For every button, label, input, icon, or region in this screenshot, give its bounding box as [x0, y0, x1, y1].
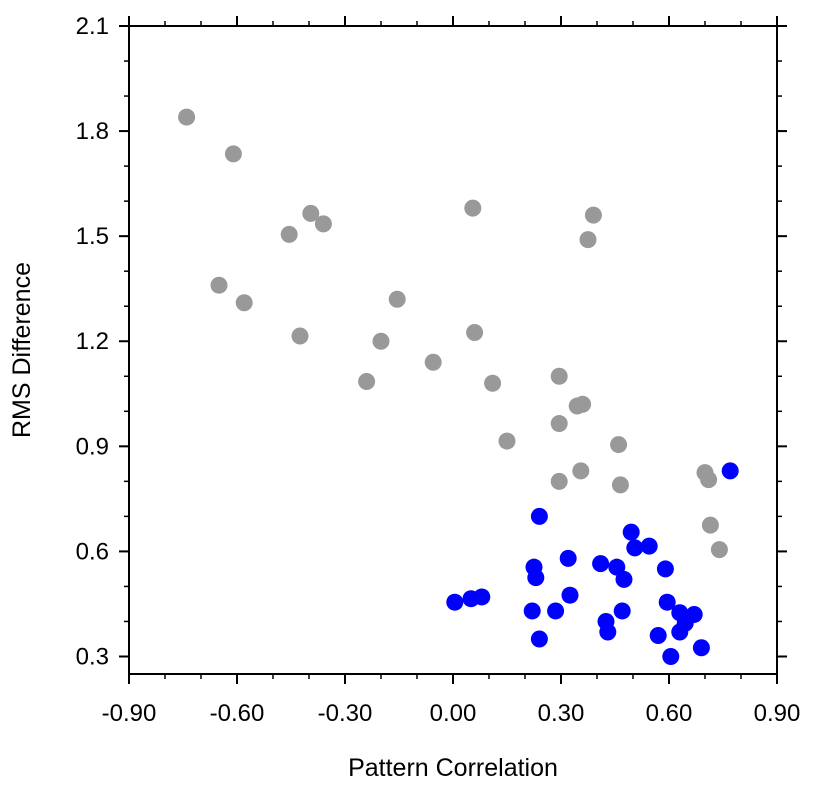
y-tick-labels: 0.3 0.6 0.9 1.2 1.5 1.8 2.1 [76, 13, 109, 670]
gray-data-point [424, 353, 442, 371]
x-tick-labels: -0.90 -0.60 -0.30 0.00 0.30 0.60 0.90 [102, 700, 801, 727]
gray-data-point [550, 472, 568, 490]
blue-data-point [613, 602, 631, 620]
blue-data-point [685, 605, 703, 623]
gray-data-point [210, 276, 228, 294]
blue-data-point [692, 639, 710, 657]
gray-data-point [466, 323, 484, 341]
gray-data-point [302, 204, 320, 222]
gray-data-point [584, 206, 602, 224]
blue-data-point [599, 623, 617, 641]
y-tick-label: 0.6 [76, 538, 109, 565]
blue-data-point [608, 558, 626, 576]
blue-data-point [530, 507, 548, 525]
blue-data-point [640, 537, 658, 555]
blue-data-point [721, 462, 739, 480]
y-tick-label: 1.5 [76, 223, 109, 250]
gray-data-point [314, 215, 332, 233]
gray-data-point [550, 415, 568, 433]
gray-data-point [291, 327, 309, 345]
gray-data-point [235, 294, 253, 312]
major-ticks [119, 16, 787, 684]
gray-data-point [178, 108, 196, 126]
gray-data-point [372, 332, 390, 350]
gray-data-point [701, 516, 719, 534]
y-tick-label: 1.2 [76, 328, 109, 355]
gray-data-point [484, 374, 502, 392]
gray-data-point [224, 145, 242, 163]
y-tick-label: 0.9 [76, 433, 109, 460]
blue-data-point [649, 626, 667, 644]
y-tick-label: 1.8 [76, 118, 109, 145]
x-tick-label: 0.00 [430, 700, 477, 727]
blue-data-point [626, 539, 644, 557]
blue-data-point [473, 588, 491, 606]
plot-frame [128, 25, 778, 675]
gray-data-point [579, 231, 597, 249]
blue-data-point [530, 630, 548, 648]
blue-data-point [622, 523, 640, 541]
gray-data-point [498, 432, 516, 450]
blue-data-point [658, 593, 676, 611]
y-tick-label: 2.1 [76, 13, 109, 40]
blue-data-point [662, 647, 680, 665]
minor-ticks [124, 21, 782, 679]
blue-data-point [547, 602, 565, 620]
blue-data-point [523, 602, 541, 620]
y-axis-label: RMS Difference [8, 262, 36, 438]
x-tick-label: -0.60 [210, 700, 265, 727]
blue-data-point [446, 593, 464, 611]
x-axis-label: Pattern Correlation [348, 754, 558, 782]
blue-data-point [561, 586, 579, 604]
gray-data-point [388, 290, 406, 308]
gray-data-point [572, 462, 590, 480]
gray-data-point [700, 471, 718, 489]
x-tick-label: -0.90 [102, 700, 157, 727]
gray-data-point [358, 373, 376, 391]
blue-data-point [527, 569, 545, 587]
y-tick-label: 0.3 [76, 643, 109, 670]
blue-data-point [615, 570, 633, 588]
x-tick-label: 0.90 [754, 700, 801, 727]
blue-data-point [656, 560, 674, 578]
x-tick-label: -0.30 [318, 700, 373, 727]
gray-data-point [574, 395, 592, 413]
gray-data-point [610, 436, 628, 454]
x-tick-label: 0.30 [538, 700, 585, 727]
x-tick-label: 0.60 [646, 700, 693, 727]
gray-data-point [611, 476, 629, 494]
gray-data-point [710, 541, 728, 559]
data-points [178, 108, 739, 665]
gray-data-point [464, 199, 482, 217]
gray-data-point [280, 225, 298, 243]
blue-data-point [559, 549, 577, 567]
blue-data-point [592, 555, 610, 573]
gray-data-point [550, 367, 568, 385]
